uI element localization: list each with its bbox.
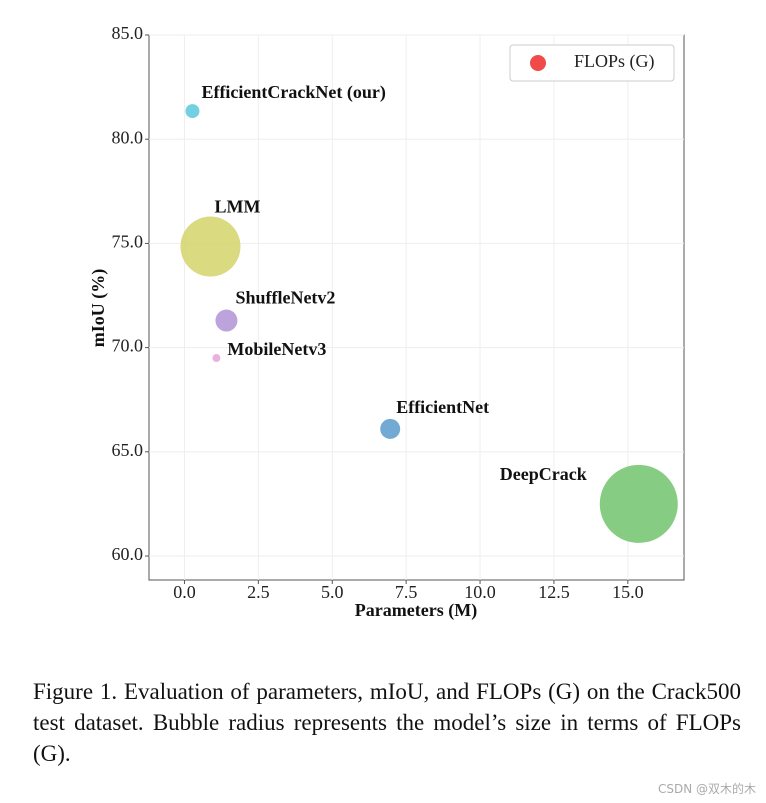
y-tick-label: 70.0 xyxy=(112,336,144,356)
y-tick-label: 75.0 xyxy=(112,232,144,252)
bubble xyxy=(180,216,241,277)
chart: Parameters (M) mIoU (%) 0.0 2.5 5.0 7.5 10.0… xyxy=(88,23,685,621)
legend-box xyxy=(509,44,675,82)
x-tick-label: 0.0 xyxy=(173,582,196,602)
bubble xyxy=(599,464,678,543)
legend-marker xyxy=(530,55,546,71)
x-tick-label: 5.0 xyxy=(321,582,344,602)
figure-caption: Figure 1. Evaluation of parameters, mIoU… xyxy=(33,679,741,766)
bubble xyxy=(215,309,238,332)
bubble-label: DeepCrack xyxy=(500,464,587,484)
x-tick-label: 15.0 xyxy=(612,582,644,602)
y-axis-label: mIoU (%) xyxy=(88,269,109,348)
watermark: CSDN @双木的木 xyxy=(657,782,756,796)
x-tick-label: 12.5 xyxy=(538,582,570,602)
y-tick-label: 85.0 xyxy=(112,23,144,43)
bubble-label: MobileNetv3 xyxy=(227,339,326,359)
y-tick-label: 80.0 xyxy=(112,127,144,147)
bubble xyxy=(212,354,221,363)
x-tick-label: 10.0 xyxy=(464,582,496,602)
bubble-label: EfficientNet xyxy=(396,397,489,417)
bubble-label: EfficientCrackNet (our) xyxy=(201,82,385,103)
bubble xyxy=(185,104,200,119)
bubble xyxy=(380,418,401,439)
x-tick-label: 7.5 xyxy=(395,582,418,602)
x-tick-label: 2.5 xyxy=(247,582,270,602)
bubble-label: LMM xyxy=(214,197,260,217)
y-tick-label: 60.0 xyxy=(112,544,144,564)
bubble-label: ShuffleNetv2 xyxy=(235,288,335,308)
legend-label: FLOPs (G) xyxy=(574,51,655,72)
y-tick-label: 65.0 xyxy=(112,440,144,460)
x-axis-label: Parameters (M) xyxy=(355,600,477,621)
